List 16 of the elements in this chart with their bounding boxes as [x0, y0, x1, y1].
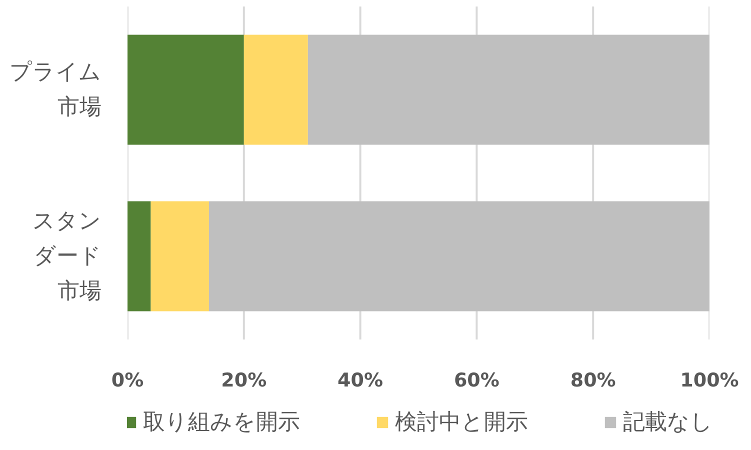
- y-tick-label: スタンダード市場: [32, 208, 102, 304]
- x-tick-label: 100%: [680, 370, 739, 392]
- x-tick-label: 20%: [221, 370, 267, 392]
- y-tick-label: プライム市場: [10, 60, 102, 120]
- bar: [128, 34, 244, 145]
- bar: [308, 34, 710, 145]
- legend-label: 記載なし: [623, 409, 710, 437]
- legend-label: 検討中と開示: [395, 409, 528, 437]
- bar: [150, 201, 209, 312]
- x-tick-label: 0%: [111, 370, 144, 392]
- x-tick-label: 80%: [570, 370, 616, 392]
- x-tick-label: 40%: [338, 370, 384, 392]
- x-tick-label: 60%: [454, 370, 500, 392]
- bar: [244, 34, 308, 145]
- bar: [128, 201, 151, 312]
- legend-label: 取り組みを開示: [143, 409, 300, 437]
